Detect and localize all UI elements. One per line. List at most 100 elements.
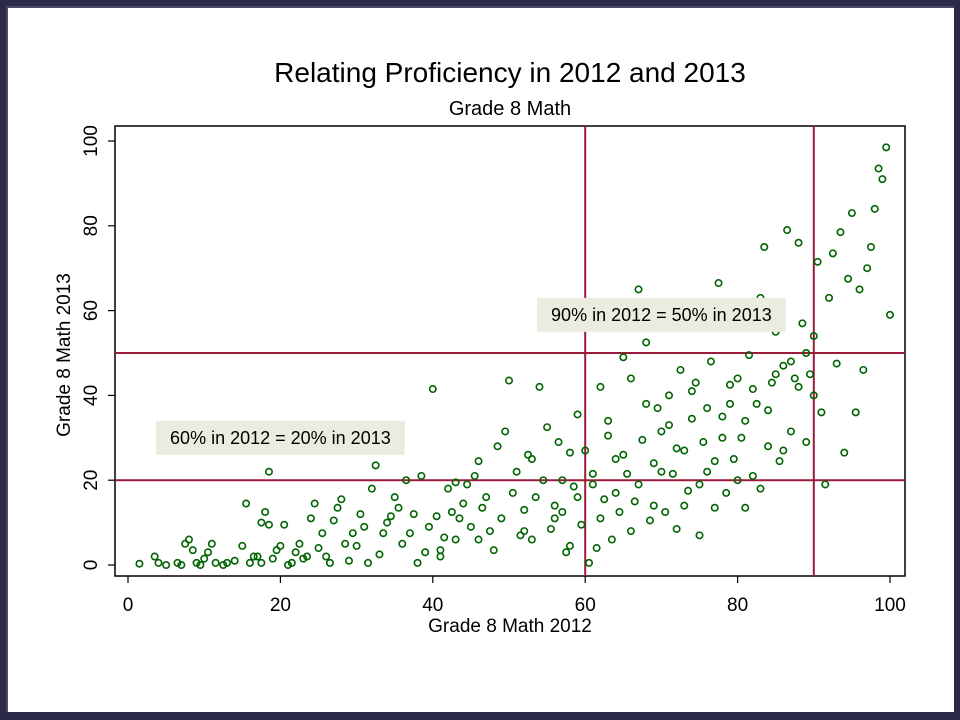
data-point: [805, 370, 814, 379]
data-point: [520, 505, 529, 514]
data-point: [741, 416, 750, 425]
data-point: [741, 503, 750, 512]
chart-title: Relating Proficiency in 2012 and 2013: [274, 57, 746, 88]
data-point: [268, 554, 277, 563]
data-point: [356, 510, 365, 519]
annotation-text: 90% in 2012 = 50% in 2013: [551, 305, 772, 325]
y-tick-label: 0: [81, 560, 102, 571]
data-point: [764, 406, 773, 415]
data-point: [333, 503, 342, 512]
x-axis: 0 20 40 60 80 100: [123, 576, 906, 616]
data-point: [615, 507, 624, 516]
data-point: [371, 461, 380, 470]
annotation-background: [156, 420, 405, 455]
data-point: [760, 243, 769, 252]
y-axis-label: Grade 8 Math 2013: [54, 273, 75, 437]
data-point: [626, 527, 635, 536]
data-point: [497, 514, 506, 523]
data-point: [249, 552, 258, 561]
y-tick-label: 40: [81, 385, 102, 406]
data-point: [154, 558, 163, 567]
x-axis-label: Grade 8 Math 2012: [428, 616, 592, 637]
data-point: [699, 438, 708, 447]
data-point: [626, 374, 635, 383]
data-point: [325, 558, 334, 567]
data-point: [200, 554, 209, 563]
data-point: [470, 471, 479, 480]
data-point: [638, 435, 647, 444]
data-point: [703, 467, 712, 476]
data-point: [840, 448, 849, 457]
x-tick-label: 0: [123, 595, 134, 616]
data-point: [794, 382, 803, 391]
data-point: [383, 518, 392, 527]
data-point: [809, 391, 818, 400]
data-point: [428, 385, 437, 394]
chart-subtitle: Grade 8 Math: [449, 98, 571, 120]
data-point: [657, 467, 666, 476]
data-point: [264, 520, 273, 529]
data-point: [859, 365, 868, 374]
x-tick-label: 60: [575, 595, 596, 616]
data-point: [642, 338, 651, 347]
x-tick-label: 20: [270, 595, 291, 616]
data-point: [634, 480, 643, 489]
data-point: [767, 378, 776, 387]
annotation-box: 60% in 2012 = 20% in 2013: [156, 420, 405, 455]
data-point: [276, 541, 285, 550]
data-point: [493, 442, 502, 451]
data-point: [680, 446, 689, 455]
data-point: [828, 249, 837, 258]
data-point: [413, 558, 422, 567]
data-point: [455, 514, 464, 523]
slide-background: [6, 6, 954, 712]
data-point: [432, 512, 441, 521]
y-axis: 0 20 40 60 80 100: [81, 125, 115, 570]
x-tick-label: 40: [422, 595, 443, 616]
data-point: [668, 469, 677, 478]
data-point: [440, 533, 449, 542]
y-tick-label: 80: [81, 215, 102, 236]
data-point: [482, 493, 491, 502]
data-point: [878, 175, 887, 184]
annotations: 60% in 2012 = 20% in 2013 90% in 2012 = 5…: [156, 297, 786, 455]
data-point: [550, 501, 559, 510]
annotation-background: [537, 297, 786, 332]
data-point: [802, 348, 811, 357]
data-point: [596, 514, 605, 523]
data-point: [447, 507, 456, 516]
data-point: [775, 457, 784, 466]
data-point: [695, 531, 704, 540]
data-point: [177, 560, 186, 569]
data-point: [752, 399, 761, 408]
data-point: [844, 274, 853, 283]
data-point: [596, 382, 605, 391]
data-points: [135, 143, 894, 569]
data-point: [565, 448, 574, 457]
data-point: [569, 482, 578, 491]
data-point: [748, 471, 757, 480]
data-point: [531, 493, 540, 502]
data-point: [291, 548, 300, 557]
data-point: [718, 433, 727, 442]
data-point: [661, 507, 670, 516]
data-point: [764, 442, 773, 451]
data-point: [322, 552, 331, 561]
data-point: [604, 431, 613, 440]
data-point: [588, 469, 597, 478]
x-tick-label: 100: [874, 595, 906, 616]
data-point: [398, 539, 407, 548]
data-point: [554, 438, 563, 447]
data-point: [188, 546, 197, 555]
data-point: [695, 480, 704, 489]
data-point: [264, 467, 273, 476]
data-point: [436, 546, 445, 555]
data-point: [485, 527, 494, 536]
data-point: [600, 495, 609, 504]
data-point: [725, 380, 734, 389]
data-point: [287, 558, 296, 567]
data-point: [710, 503, 719, 512]
data-point: [577, 520, 586, 529]
y-tick-label: 60: [81, 300, 102, 321]
data-point: [421, 548, 430, 557]
